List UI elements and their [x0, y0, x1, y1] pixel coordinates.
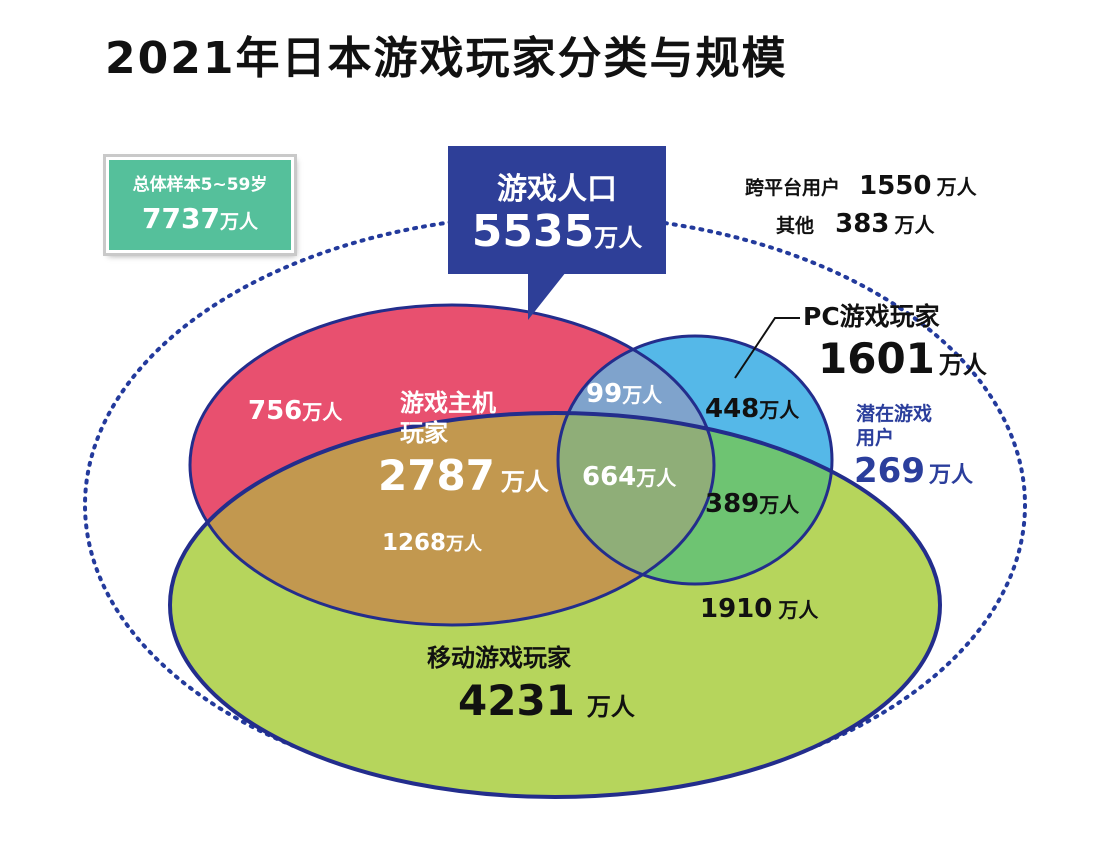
- population-label: 游戏人口: [497, 172, 617, 207]
- console-only-value: 756万人: [248, 396, 343, 426]
- mobile-only-value: 1910 万人: [700, 594, 819, 624]
- other-label: 其他: [776, 215, 815, 237]
- pc-callout-line: [734, 317, 800, 379]
- console-mobile-overlap: [190, 413, 714, 625]
- sample-box: 总体样本5~59岁 7737万人: [106, 157, 294, 253]
- pc-mobile-overlap: [558, 413, 832, 584]
- other-value: 383: [835, 209, 890, 239]
- page-title: 2021年日本游戏玩家分类与规模: [105, 33, 788, 84]
- console-label-line2: 玩家: [400, 419, 448, 447]
- cross-platform-label: 跨平台用户: [745, 177, 841, 199]
- population-box: 游戏人口 5535万人: [448, 146, 666, 274]
- other-stat: 其他 383 万人: [776, 209, 935, 239]
- cross-platform-stat: 跨平台用户 1550 万人: [745, 171, 977, 201]
- console-total: 2787 万人: [378, 451, 549, 500]
- pc-total: 1601 万人: [818, 334, 987, 383]
- population-value: 5535万人: [471, 206, 643, 257]
- potential-label-line2: 用户: [856, 427, 895, 449]
- potential-total: 269 万人: [854, 451, 973, 491]
- sample-value: 7737万人: [142, 202, 258, 235]
- pc-mobile-value: 389万人: [705, 489, 800, 519]
- console-label-line1: 游戏主机: [400, 389, 496, 417]
- pc-only-value: 448万人: [705, 394, 800, 424]
- potential-label-line1: 潜在游戏: [856, 403, 933, 425]
- console-mobile-value: 1268万人: [382, 530, 483, 556]
- pc-label: PC游戏玩家: [803, 302, 940, 331]
- population-pointer: [528, 272, 566, 320]
- mobile-label: 移动游戏玩家: [427, 644, 571, 672]
- all-three-value: 664万人: [582, 462, 677, 492]
- console-pc-value: 99万人: [586, 379, 663, 409]
- cross-platform-value: 1550: [859, 171, 932, 201]
- sample-label: 总体样本5~59岁: [132, 175, 268, 195]
- mobile-total: 4231 万人: [458, 676, 635, 725]
